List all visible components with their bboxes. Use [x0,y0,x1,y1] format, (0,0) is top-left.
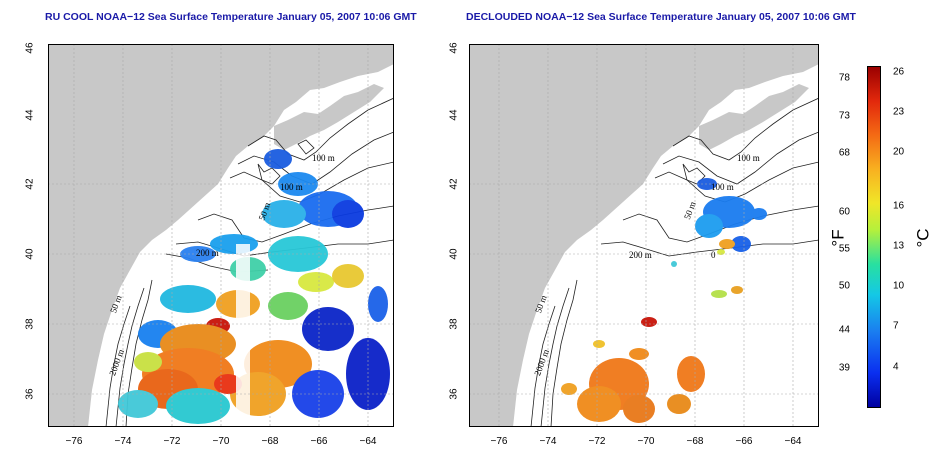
colorbar-c-tick: 7 [893,320,899,332]
colorbar-c-tick: 4 [893,361,899,373]
colorbar-f-tick: 78 [838,72,850,84]
contour-label: 100 m [711,182,734,192]
nova-scotia [699,84,809,150]
x-tick-left: −74 [114,436,132,447]
colorbar-f-tick: 55 [838,243,850,255]
left-sst-map: 100 m 100 m 50 m 200 m 50 m 2000 m [48,44,394,427]
x-tick-left: −76 [65,436,83,447]
colorbar-f-tick: 68 [838,147,850,159]
map-grid [48,44,394,427]
fahrenheit-unit-label: °F [828,229,848,247]
y-tick-left: 44 [24,109,36,121]
nova-scotia [274,84,384,150]
colorbar-c-tick: 16 [893,200,905,212]
right-sst-map: 100 m 100 m 50 m 200 m 0 50 m 2000 m [469,44,819,427]
y-tick-right: 38 [448,318,460,330]
land-mass [48,44,394,427]
x-tick-right: −68 [686,436,704,447]
contour-label: 100 m [280,182,303,192]
land-mass [469,44,819,427]
y-tick-left: 38 [24,318,36,330]
contour-label: 100 m [312,153,335,163]
x-tick-left: −72 [163,436,181,447]
y-tick-left: 40 [24,248,36,260]
y-tick-right: 44 [448,109,460,121]
celsius-unit-label: °C [913,228,933,248]
x-tick-left: −68 [261,436,279,447]
colorbar-c-tick: 13 [893,240,905,252]
y-tick-left: 42 [24,178,36,190]
contour-label: 0 [711,250,716,260]
x-tick-left: −64 [359,436,377,447]
contour-label: 200 m [629,250,652,260]
y-tick-left: 46 [24,42,36,54]
x-tick-left: −70 [212,436,230,447]
temperature-colorbar [867,66,881,408]
colorbar-c-tick: 10 [893,280,905,292]
bathymetry-contours [530,97,819,427]
colorbar-f-tick: 50 [838,280,850,292]
colorbar-f-tick: 39 [838,362,850,374]
x-tick-right: −70 [637,436,655,447]
colorbar-c-tick: 26 [893,66,905,78]
contour-label: 100 m [737,153,760,163]
y-tick-left: 36 [24,388,36,400]
y-tick-right: 36 [448,388,460,400]
y-tick-right: 42 [448,178,460,190]
x-tick-right: −66 [735,436,753,447]
x-tick-right: −72 [588,436,606,447]
y-tick-right: 46 [448,42,460,54]
x-tick-right: −76 [490,436,508,447]
colorbar-f-tick: 60 [838,206,850,218]
y-tick-right: 40 [448,248,460,260]
x-tick-left: −66 [310,436,328,447]
colorbar-c-tick: 20 [893,146,905,158]
colorbar-f-tick: 44 [838,324,850,336]
contour-label: 200 m [196,248,219,258]
left-map-title: RU COOL NOAA−12 Sea Surface Temperature … [45,11,417,23]
colorbar-f-tick: 73 [838,110,850,122]
x-tick-right: −74 [539,436,557,447]
x-tick-right: −64 [784,436,802,447]
right-map-title: DECLOUDED NOAA−12 Sea Surface Temperatur… [466,11,856,23]
colorbar-c-tick: 23 [893,106,905,118]
sst-data [561,178,767,423]
